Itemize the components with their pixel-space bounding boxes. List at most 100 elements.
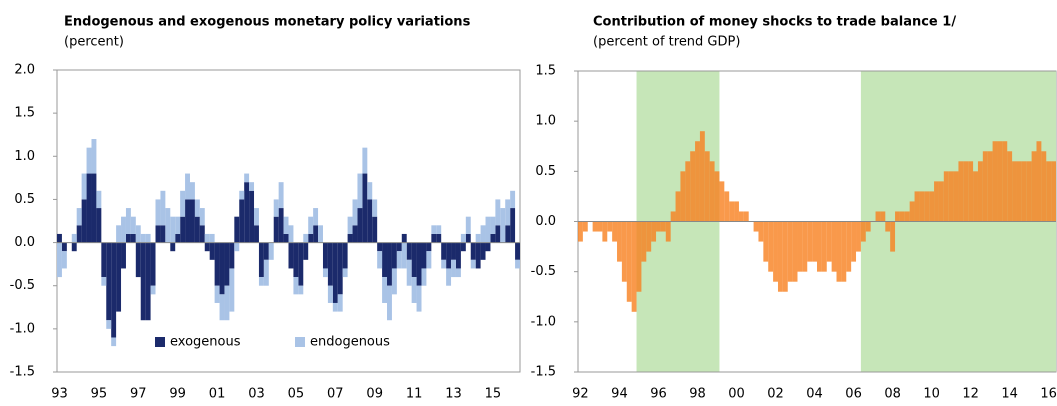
bar-segment xyxy=(61,242,67,252)
bar-segment xyxy=(155,225,161,243)
bar-segment xyxy=(121,216,126,243)
bar xyxy=(602,221,608,242)
bar-segment xyxy=(465,216,471,234)
bar xyxy=(914,191,920,222)
bar-segment xyxy=(273,216,279,243)
bar-segment xyxy=(318,225,323,243)
bar-segment xyxy=(175,233,181,243)
bar xyxy=(958,161,964,222)
bar-segment xyxy=(283,233,289,243)
bar xyxy=(734,201,739,222)
bar-segment xyxy=(125,208,131,234)
bar-segment xyxy=(214,242,220,286)
bar xyxy=(626,221,632,302)
bar xyxy=(1002,141,1008,222)
bar xyxy=(719,181,725,222)
bar-segment xyxy=(189,199,195,243)
x-tick-label: 10 xyxy=(923,387,940,402)
bar xyxy=(777,221,783,292)
bar xyxy=(802,221,808,272)
bar xyxy=(660,221,666,232)
bar-segment xyxy=(224,242,230,286)
bar-segment xyxy=(111,337,117,347)
bar-segment xyxy=(327,242,333,286)
bar-segment xyxy=(86,147,92,174)
bar xyxy=(860,221,866,242)
bar-segment xyxy=(313,225,319,243)
bar xyxy=(943,171,949,222)
bar xyxy=(875,211,881,222)
bar-segment xyxy=(347,233,353,243)
bar xyxy=(704,151,710,222)
bar xyxy=(631,221,637,312)
bar-segment xyxy=(293,242,299,278)
bar xyxy=(865,221,871,232)
x-tick-label: 08 xyxy=(884,387,901,402)
bar-segment xyxy=(495,199,501,226)
bar-segment xyxy=(204,242,210,252)
bar xyxy=(621,221,627,282)
bar xyxy=(709,161,715,222)
bar-segment xyxy=(214,285,220,303)
bar xyxy=(909,201,915,222)
bar-segment xyxy=(372,199,378,217)
y-tick-label: -1.5 xyxy=(10,365,35,380)
bar-segment xyxy=(446,242,452,269)
bar-segment xyxy=(308,216,314,234)
x-tick-label: 96 xyxy=(650,387,667,402)
bar-segment xyxy=(455,242,461,269)
x-tick-label: 00 xyxy=(728,387,745,402)
bar xyxy=(797,221,803,272)
bar xyxy=(724,191,730,222)
bar xyxy=(899,211,905,222)
plot-frame xyxy=(56,69,521,373)
bar xyxy=(1041,151,1047,222)
x-tick-label: 07 xyxy=(327,387,344,402)
bar-segment xyxy=(391,242,397,269)
bar-segment xyxy=(436,233,442,243)
bar xyxy=(997,141,1003,222)
bar xyxy=(904,211,910,222)
bar-segment xyxy=(229,268,235,312)
y-tick-label: 0.5 xyxy=(535,164,556,179)
bar xyxy=(836,221,842,282)
bar-segment xyxy=(185,173,190,200)
bar-segment xyxy=(401,233,407,243)
bar-segment xyxy=(268,242,274,260)
bar-segment xyxy=(234,242,240,252)
bar-segment xyxy=(460,242,466,252)
x-tick-label: 14 xyxy=(1001,387,1018,402)
y-tick-label: 1.0 xyxy=(14,149,35,164)
bar-segment xyxy=(145,242,151,321)
x-tick-label: 95 xyxy=(91,387,108,402)
bar-segment xyxy=(480,242,486,260)
bar-segment xyxy=(337,294,343,312)
y-tick-label: 1.5 xyxy=(535,64,556,79)
bar-segment xyxy=(426,242,432,252)
bar xyxy=(841,221,847,282)
bar-segment xyxy=(165,208,171,243)
bar xyxy=(612,221,618,242)
bar-segment xyxy=(194,199,200,217)
bar-segment xyxy=(254,208,259,226)
bar-segment xyxy=(170,242,176,252)
bar-segment xyxy=(372,216,378,243)
bar xyxy=(670,211,676,222)
bar xyxy=(690,151,696,222)
x-tick-label: 16 xyxy=(1040,387,1057,402)
bar-segment xyxy=(81,173,87,200)
bar-segment xyxy=(96,208,102,243)
bar-segment xyxy=(352,225,358,243)
bar-segment xyxy=(406,242,412,260)
x-tick-label: 12 xyxy=(962,387,979,402)
x-tick-label: 11 xyxy=(406,387,423,402)
bar xyxy=(856,221,861,252)
bar-segment xyxy=(362,173,368,243)
bar xyxy=(982,151,988,222)
bar xyxy=(992,141,998,222)
bar xyxy=(1026,161,1032,222)
bar xyxy=(743,211,749,222)
bar-segment xyxy=(150,285,156,295)
bar-segment xyxy=(263,259,269,286)
bar-segment xyxy=(244,182,250,243)
